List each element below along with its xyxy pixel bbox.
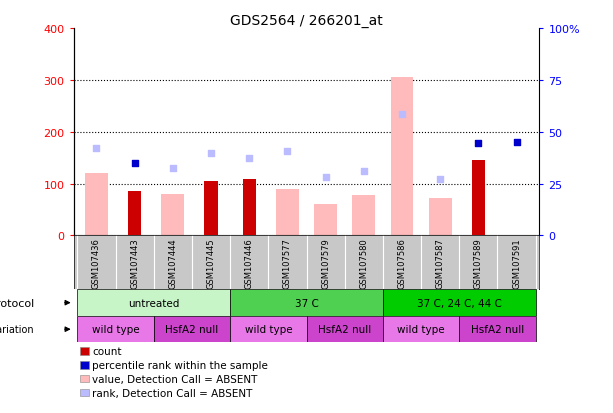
- Point: [168, 165, 178, 172]
- Bar: [128, 192, 142, 236]
- Point: [245, 155, 254, 161]
- Text: HsfA2 null: HsfA2 null: [471, 325, 524, 335]
- Bar: [276, 189, 299, 236]
- Bar: [390, 78, 413, 236]
- Text: GSM107436: GSM107436: [92, 237, 101, 288]
- Bar: [230, 290, 383, 316]
- Text: GSM107591: GSM107591: [512, 237, 521, 288]
- Text: GSM107586: GSM107586: [397, 237, 406, 288]
- Bar: [77, 316, 154, 343]
- Bar: [161, 195, 185, 236]
- Point: [91, 146, 101, 152]
- Text: 37 C: 37 C: [295, 298, 318, 308]
- Point: [512, 140, 522, 146]
- Point: [435, 177, 445, 183]
- Text: GSM107580: GSM107580: [359, 237, 368, 288]
- Point: [130, 160, 140, 167]
- Bar: [428, 199, 452, 236]
- Text: 37 C, 24 C, 44 C: 37 C, 24 C, 44 C: [417, 298, 501, 308]
- Text: count: count: [92, 346, 121, 356]
- Text: wild type: wild type: [397, 325, 445, 335]
- Point: [397, 111, 407, 118]
- Bar: [306, 316, 383, 343]
- Bar: [204, 182, 218, 236]
- Bar: [230, 316, 306, 343]
- Text: untreated: untreated: [128, 298, 180, 308]
- Text: rank, Detection Call = ABSENT: rank, Detection Call = ABSENT: [92, 388, 253, 398]
- Text: GSM107577: GSM107577: [283, 237, 292, 288]
- Bar: [459, 316, 536, 343]
- Text: wild type: wild type: [245, 325, 292, 335]
- Text: GSM107446: GSM107446: [245, 237, 254, 288]
- Bar: [383, 316, 459, 343]
- Text: protocol: protocol: [0, 298, 34, 308]
- Text: GSM107445: GSM107445: [207, 237, 216, 288]
- Text: HsfA2 null: HsfA2 null: [166, 325, 219, 335]
- Text: genotype/variation: genotype/variation: [0, 325, 34, 335]
- Point: [283, 149, 292, 155]
- Text: percentile rank within the sample: percentile rank within the sample: [92, 360, 268, 370]
- Bar: [471, 161, 485, 236]
- Bar: [77, 290, 230, 316]
- Bar: [383, 290, 536, 316]
- Bar: [85, 174, 108, 236]
- Bar: [154, 316, 230, 343]
- Bar: [352, 195, 375, 236]
- Point: [206, 151, 216, 157]
- Text: GSM107443: GSM107443: [130, 237, 139, 288]
- Point: [473, 140, 483, 147]
- Bar: [243, 180, 256, 236]
- Text: value, Detection Call = ABSENT: value, Detection Call = ABSENT: [92, 374, 257, 384]
- Point: [321, 175, 330, 181]
- Text: GSM107444: GSM107444: [169, 237, 177, 288]
- Point: [359, 168, 368, 175]
- Text: HsfA2 null: HsfA2 null: [318, 325, 371, 335]
- Title: GDS2564 / 266201_at: GDS2564 / 266201_at: [230, 14, 383, 28]
- Bar: [314, 205, 337, 236]
- Text: wild type: wild type: [92, 325, 139, 335]
- Text: GSM107589: GSM107589: [474, 237, 483, 288]
- Text: GSM107587: GSM107587: [436, 237, 444, 288]
- Text: GSM107579: GSM107579: [321, 237, 330, 288]
